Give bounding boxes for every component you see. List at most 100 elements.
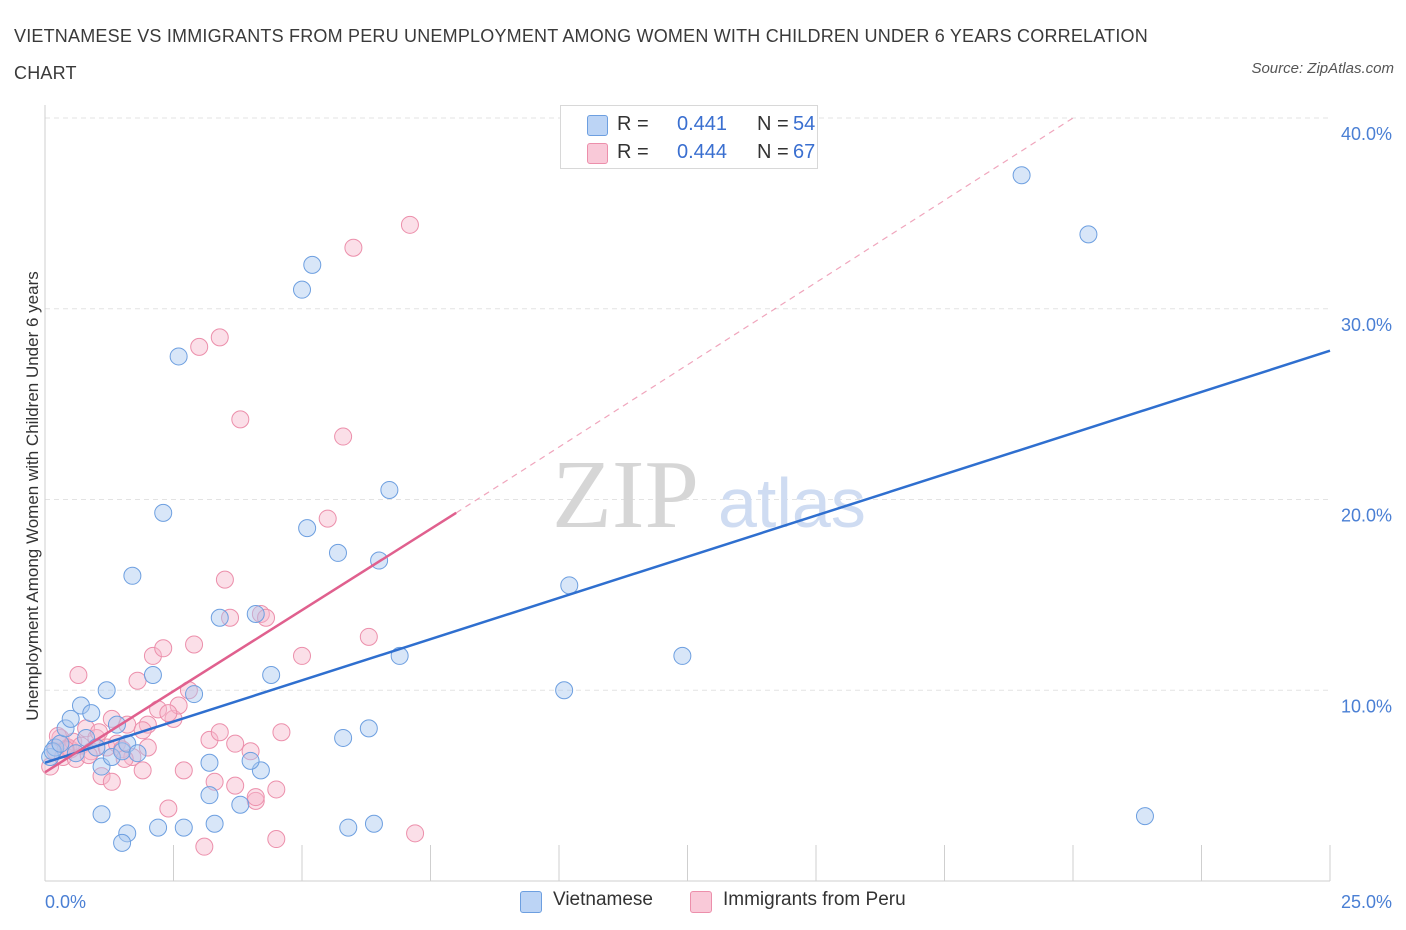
data-point-vietnamese [1012,166,1031,185]
stats-swatch-peru [587,143,608,164]
data-point-vietnamese [339,818,358,837]
data-point-peru [159,799,178,818]
data-point-vietnamese [82,704,101,723]
y-tick-label: 10.0% [1341,696,1392,716]
data-point-vietnamese [555,681,574,700]
stats-r-label: R = [617,141,649,163]
data-point-peru [241,742,260,761]
data-point-peru [143,646,162,665]
data-point-vietnamese [241,751,260,770]
x-tick-label: 25.0% [1341,892,1392,912]
data-point-peru [272,723,291,742]
x-tick-label: 0.0% [45,892,86,912]
data-point-vietnamese [298,519,317,538]
tick-labels: 10.0% 20.0% 30.0% 40.0% 0.0% 25.0% [45,124,1392,912]
data-point-vietnamese [200,786,219,805]
watermark-atlas: atlas [718,464,866,542]
data-point-vietnamese [97,681,116,700]
data-point-peru [231,410,250,429]
data-point-peru [267,780,286,799]
trend-line-vietnamese [44,349,1331,764]
data-point-peru [138,738,157,757]
data-point-peru [293,646,311,665]
data-point-vietnamese [303,255,322,274]
legend-swatch-peru [690,891,712,913]
data-point-peru [102,772,121,791]
data-point-peru [195,837,214,856]
stats-n-label: N = [757,141,789,163]
data-point-vietnamese [51,734,70,753]
data-point-vietnamese [293,280,311,299]
legend-label-vietnamese: Vietnamese [553,889,653,910]
data-point-peru [400,215,419,234]
data-point-peru [215,570,234,589]
data-point-vietnamese [118,824,137,843]
data-point-peru [334,427,353,446]
data-point-peru [169,696,188,715]
data-point-vietnamese [169,347,188,366]
y-tick-label: 40.0% [1341,124,1392,144]
stats-r-label: R = [617,113,649,135]
data-point-peru [344,238,363,257]
data-point-vietnamese [143,665,162,684]
data-point-peru [210,723,229,742]
data-point-peru [246,788,265,807]
data-point-peru [221,608,240,627]
data-point-peru [205,772,224,791]
data-point-peru [154,639,173,658]
trend-line-peru-extension [455,117,1074,514]
data-point-peru [128,671,147,690]
data-point-vietnamese [92,805,111,824]
data-point-vietnamese [113,833,132,852]
data-point-vietnamese [231,795,250,814]
y-tick-label: 20.0% [1341,506,1392,526]
data-point-peru [159,704,178,723]
stats-n-label: N = [757,113,789,135]
stats-r-value-vietnamese: 0.441 [677,113,728,135]
stats-r-value-peru: 0.444 [677,141,728,163]
data-point-peru [133,761,152,780]
legend-label-peru: Immigrants from Peru [723,889,906,910]
y-axis-label: Unemployment Among Women with Children U… [23,271,42,720]
data-point-vietnamese [200,753,219,772]
grid-lines [45,117,1330,691]
data-point-peru [210,328,229,347]
data-point-vietnamese [673,646,692,665]
data-point-vietnamese [1079,225,1098,244]
data-point-vietnamese [1135,807,1154,826]
data-point-peru [267,830,286,849]
watermark-zip: ZIP [552,441,699,549]
data-point-vietnamese [128,744,147,763]
data-point-peru [200,730,219,749]
data-point-peru [92,767,111,786]
stats-n-value-vietnamese: 54 [793,113,816,135]
data-point-vietnamese [56,719,75,738]
axes [44,105,1331,882]
y-tick-label: 30.0% [1341,315,1392,335]
stats-n-value-peru: 67 [793,141,816,163]
data-point-peru [359,627,378,646]
watermark: ZIP atlas [552,441,866,549]
data-point-vietnamese [334,728,353,747]
data-point-vietnamese [154,503,173,522]
data-point-peru [226,776,245,795]
data-point-vietnamese [364,814,383,833]
data-point-vietnamese [380,480,399,499]
data-point-peru [257,608,276,627]
data-point-vietnamese [174,818,193,837]
data-point-peru [226,734,245,753]
data-point-vietnamese [328,543,347,562]
stats-box: R = 0.441 N = 54 R = 0.444 N = 67 [560,105,818,169]
data-point-vietnamese [71,696,90,715]
data-point-peru [406,824,425,843]
data-point-vietnamese [205,814,224,833]
trend-line-peru [44,511,457,774]
data-point-peru [174,761,193,780]
data-point-vietnamese [210,608,229,627]
data-point-vietnamese [185,685,204,704]
chart-title: VIETNAMESE VS IMMIGRANTS FROM PERU UNEMP… [14,26,1148,83]
data-point-peru [69,665,88,684]
data-point-vietnamese [359,719,378,738]
data-point-vietnamese [262,665,281,684]
